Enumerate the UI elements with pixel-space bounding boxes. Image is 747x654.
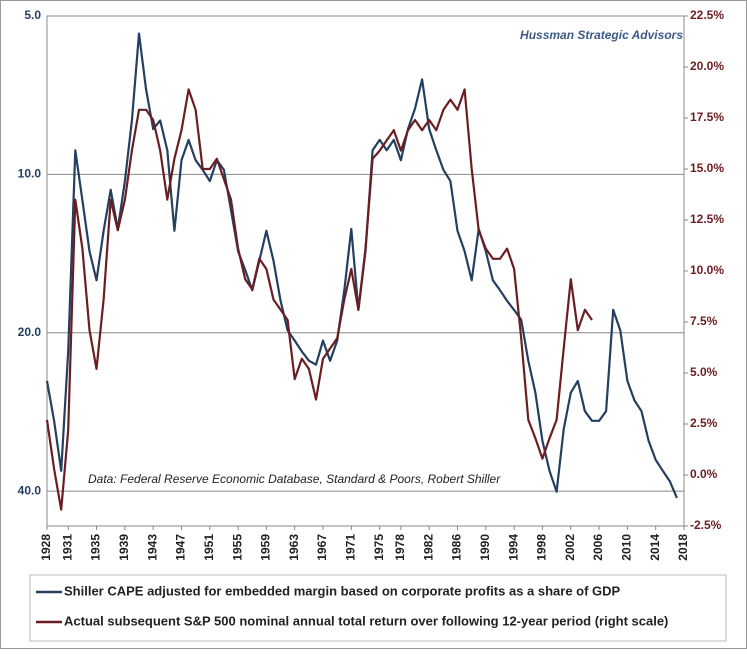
x-tick-label: 1959: [259, 534, 273, 561]
legend-label: Actual subsequent S&P 500 nominal annual…: [64, 613, 668, 628]
y2-tick-label: 5.0%: [690, 365, 718, 379]
x-tick-label: 1971: [344, 534, 358, 561]
x-tick-label: 1975: [372, 534, 386, 561]
y2-tick-label: 10.0%: [690, 263, 724, 277]
x-tick-label: 1998: [535, 534, 549, 561]
x-tick-label: 1951: [202, 534, 216, 561]
legend-label: Shiller CAPE adjusted for embedded margi…: [64, 583, 621, 598]
x-tick-label: 1967: [315, 534, 329, 561]
x-tick-label: 1935: [89, 534, 103, 561]
y2-tick-label: 15.0%: [690, 161, 724, 175]
y2-tick-label: 20.0%: [690, 59, 724, 73]
y2-tick-label: 0.0%: [690, 467, 718, 481]
x-tick-label: 1982: [421, 534, 435, 561]
y2-tick-label: 22.5%: [690, 8, 724, 22]
y2-tick-label: 17.5%: [690, 110, 724, 124]
y2-tick-label: 12.5%: [690, 212, 724, 226]
x-tick-label: 1939: [117, 534, 131, 561]
x-tick-label: 1978: [393, 534, 407, 561]
x-tick-label: 1994: [506, 534, 520, 561]
x-tick-label: 2018: [676, 534, 690, 561]
x-tick-label: 1943: [145, 534, 159, 561]
y2-tick-label: -2.5%: [690, 518, 722, 532]
x-tick-label: 1931: [60, 534, 74, 561]
credit: Hussman Strategic Advisors: [520, 28, 683, 42]
x-tick-label: 2014: [648, 534, 662, 561]
x-tick-label: 1986: [450, 534, 464, 561]
y-tick-label: 20.0: [18, 325, 42, 339]
y-tick-label: 5.0: [24, 8, 41, 22]
x-tick-label: 2002: [563, 534, 577, 561]
x-tick-label: 1928: [39, 534, 53, 561]
y2-tick-label: 2.5%: [690, 416, 718, 430]
series-line: [45, 88, 593, 511]
x-tick-label: 1990: [478, 534, 492, 561]
y-tick-label: 40.0: [18, 483, 42, 497]
x-tick-label: 2010: [620, 534, 634, 561]
x-tick-label: 1955: [230, 534, 244, 561]
y-tick-label: 10.0: [18, 167, 42, 181]
x-tick-label: 1963: [287, 534, 301, 561]
y2-tick-label: 7.5%: [690, 314, 718, 328]
x-tick-label: 2006: [591, 534, 605, 561]
legend: [29, 574, 727, 642]
x-tick-label: 1947: [174, 534, 188, 561]
source-note: Data: Federal Reserve Economic Database,…: [88, 472, 501, 486]
